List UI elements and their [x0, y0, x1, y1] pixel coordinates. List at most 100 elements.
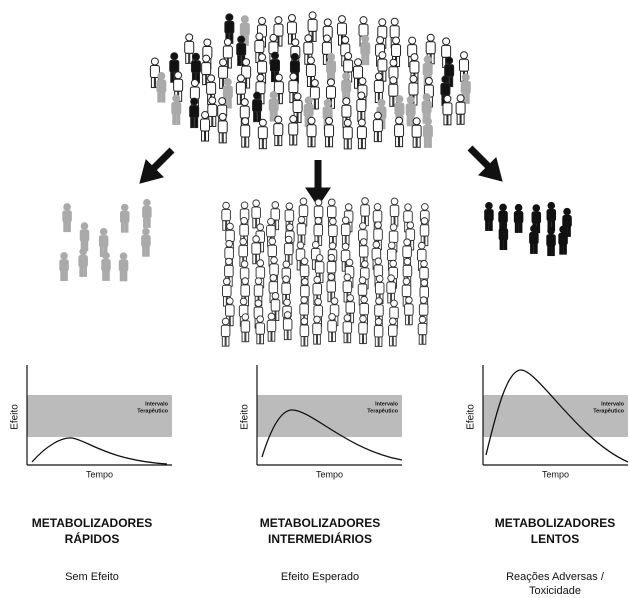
person — [283, 312, 292, 340]
person-head — [500, 204, 507, 211]
person-body — [329, 225, 338, 236]
person-body — [99, 236, 108, 247]
person-head — [286, 203, 293, 210]
person-body — [461, 81, 470, 93]
person-head — [396, 117, 403, 124]
person-body — [443, 103, 452, 115]
person-head — [388, 275, 395, 282]
person-head — [346, 259, 353, 266]
person-head — [61, 253, 68, 260]
person-head — [308, 117, 315, 124]
person-head — [391, 18, 398, 25]
person-head — [403, 278, 410, 285]
person-leg — [444, 115, 447, 125]
person-head — [328, 254, 335, 261]
person-body — [374, 80, 383, 92]
person-head — [227, 223, 234, 230]
person — [514, 204, 523, 232]
person-head — [457, 95, 464, 102]
person — [343, 119, 352, 149]
person-body — [284, 243, 293, 254]
person-body — [185, 41, 194, 53]
arrows — [140, 148, 502, 206]
person-head — [241, 99, 248, 106]
group-title: METABOLIZADORES — [260, 516, 380, 530]
person-head — [424, 56, 431, 63]
person-head — [315, 298, 322, 305]
person-head — [271, 52, 278, 59]
person-body — [223, 86, 232, 98]
person-leg — [279, 136, 282, 146]
person-body — [426, 42, 435, 54]
person-body — [423, 64, 432, 76]
person-head — [533, 205, 540, 212]
person-body — [313, 323, 322, 334]
person — [79, 248, 88, 276]
person — [313, 316, 322, 344]
person-head — [220, 59, 227, 66]
person-body — [256, 323, 265, 334]
person-body — [389, 231, 398, 242]
person-leg — [202, 131, 205, 141]
person-head — [223, 278, 230, 285]
person — [499, 222, 508, 250]
person-leg — [318, 335, 321, 345]
person-head — [312, 241, 319, 248]
person — [389, 77, 398, 107]
person-body — [287, 22, 296, 34]
person-leg — [298, 113, 301, 123]
person-body — [239, 245, 248, 256]
person-head — [324, 19, 331, 26]
arrow-left — [152, 150, 172, 170]
person-leg — [548, 246, 551, 256]
band-label: Terapêutico — [137, 408, 168, 414]
person-leg — [552, 246, 555, 256]
person-head — [315, 217, 322, 224]
person-head — [344, 315, 351, 322]
person-leg — [534, 244, 537, 254]
person-head — [284, 299, 291, 306]
diagram: IntervaloTerapêuticoEfeitoTempo METABOLIZ… — [0, 0, 630, 598]
person-body — [420, 225, 429, 236]
person-body — [269, 282, 278, 293]
person — [102, 252, 111, 280]
person-body — [297, 224, 306, 235]
person-leg — [147, 218, 150, 228]
person-leg — [313, 31, 316, 41]
person-leg — [305, 336, 308, 346]
person-leg — [362, 139, 365, 149]
person — [241, 118, 250, 148]
person-leg — [271, 72, 274, 82]
person-head — [442, 76, 449, 83]
person-leg — [500, 240, 503, 250]
person-leg — [144, 218, 147, 228]
person-head — [224, 79, 231, 86]
person-head — [284, 312, 291, 319]
person-body — [236, 82, 245, 94]
person-body — [499, 229, 508, 240]
person-leg — [270, 111, 273, 121]
person-body — [289, 123, 298, 135]
person-head — [359, 78, 366, 85]
effect-graph: IntervaloTerapêuticoEfeitoTempo — [466, 365, 628, 479]
person-leg — [279, 36, 282, 46]
y-axis-label: Efeito — [10, 404, 21, 430]
person-head — [444, 95, 451, 102]
person-body — [301, 286, 310, 297]
person-leg — [389, 336, 392, 346]
group-title: METABOLIZADORES — [495, 516, 615, 530]
person-leg — [366, 55, 369, 65]
person-head — [275, 17, 282, 24]
person-head — [103, 252, 110, 259]
person-head — [344, 119, 351, 126]
person-leg — [308, 137, 311, 147]
person-head — [389, 318, 396, 325]
person-leg — [158, 92, 161, 102]
person-leg — [348, 333, 351, 343]
person-head — [314, 276, 321, 283]
person-leg — [213, 116, 216, 126]
person-body — [290, 61, 299, 73]
person-body — [360, 303, 369, 314]
person-leg — [143, 247, 146, 257]
person-head — [358, 92, 365, 99]
